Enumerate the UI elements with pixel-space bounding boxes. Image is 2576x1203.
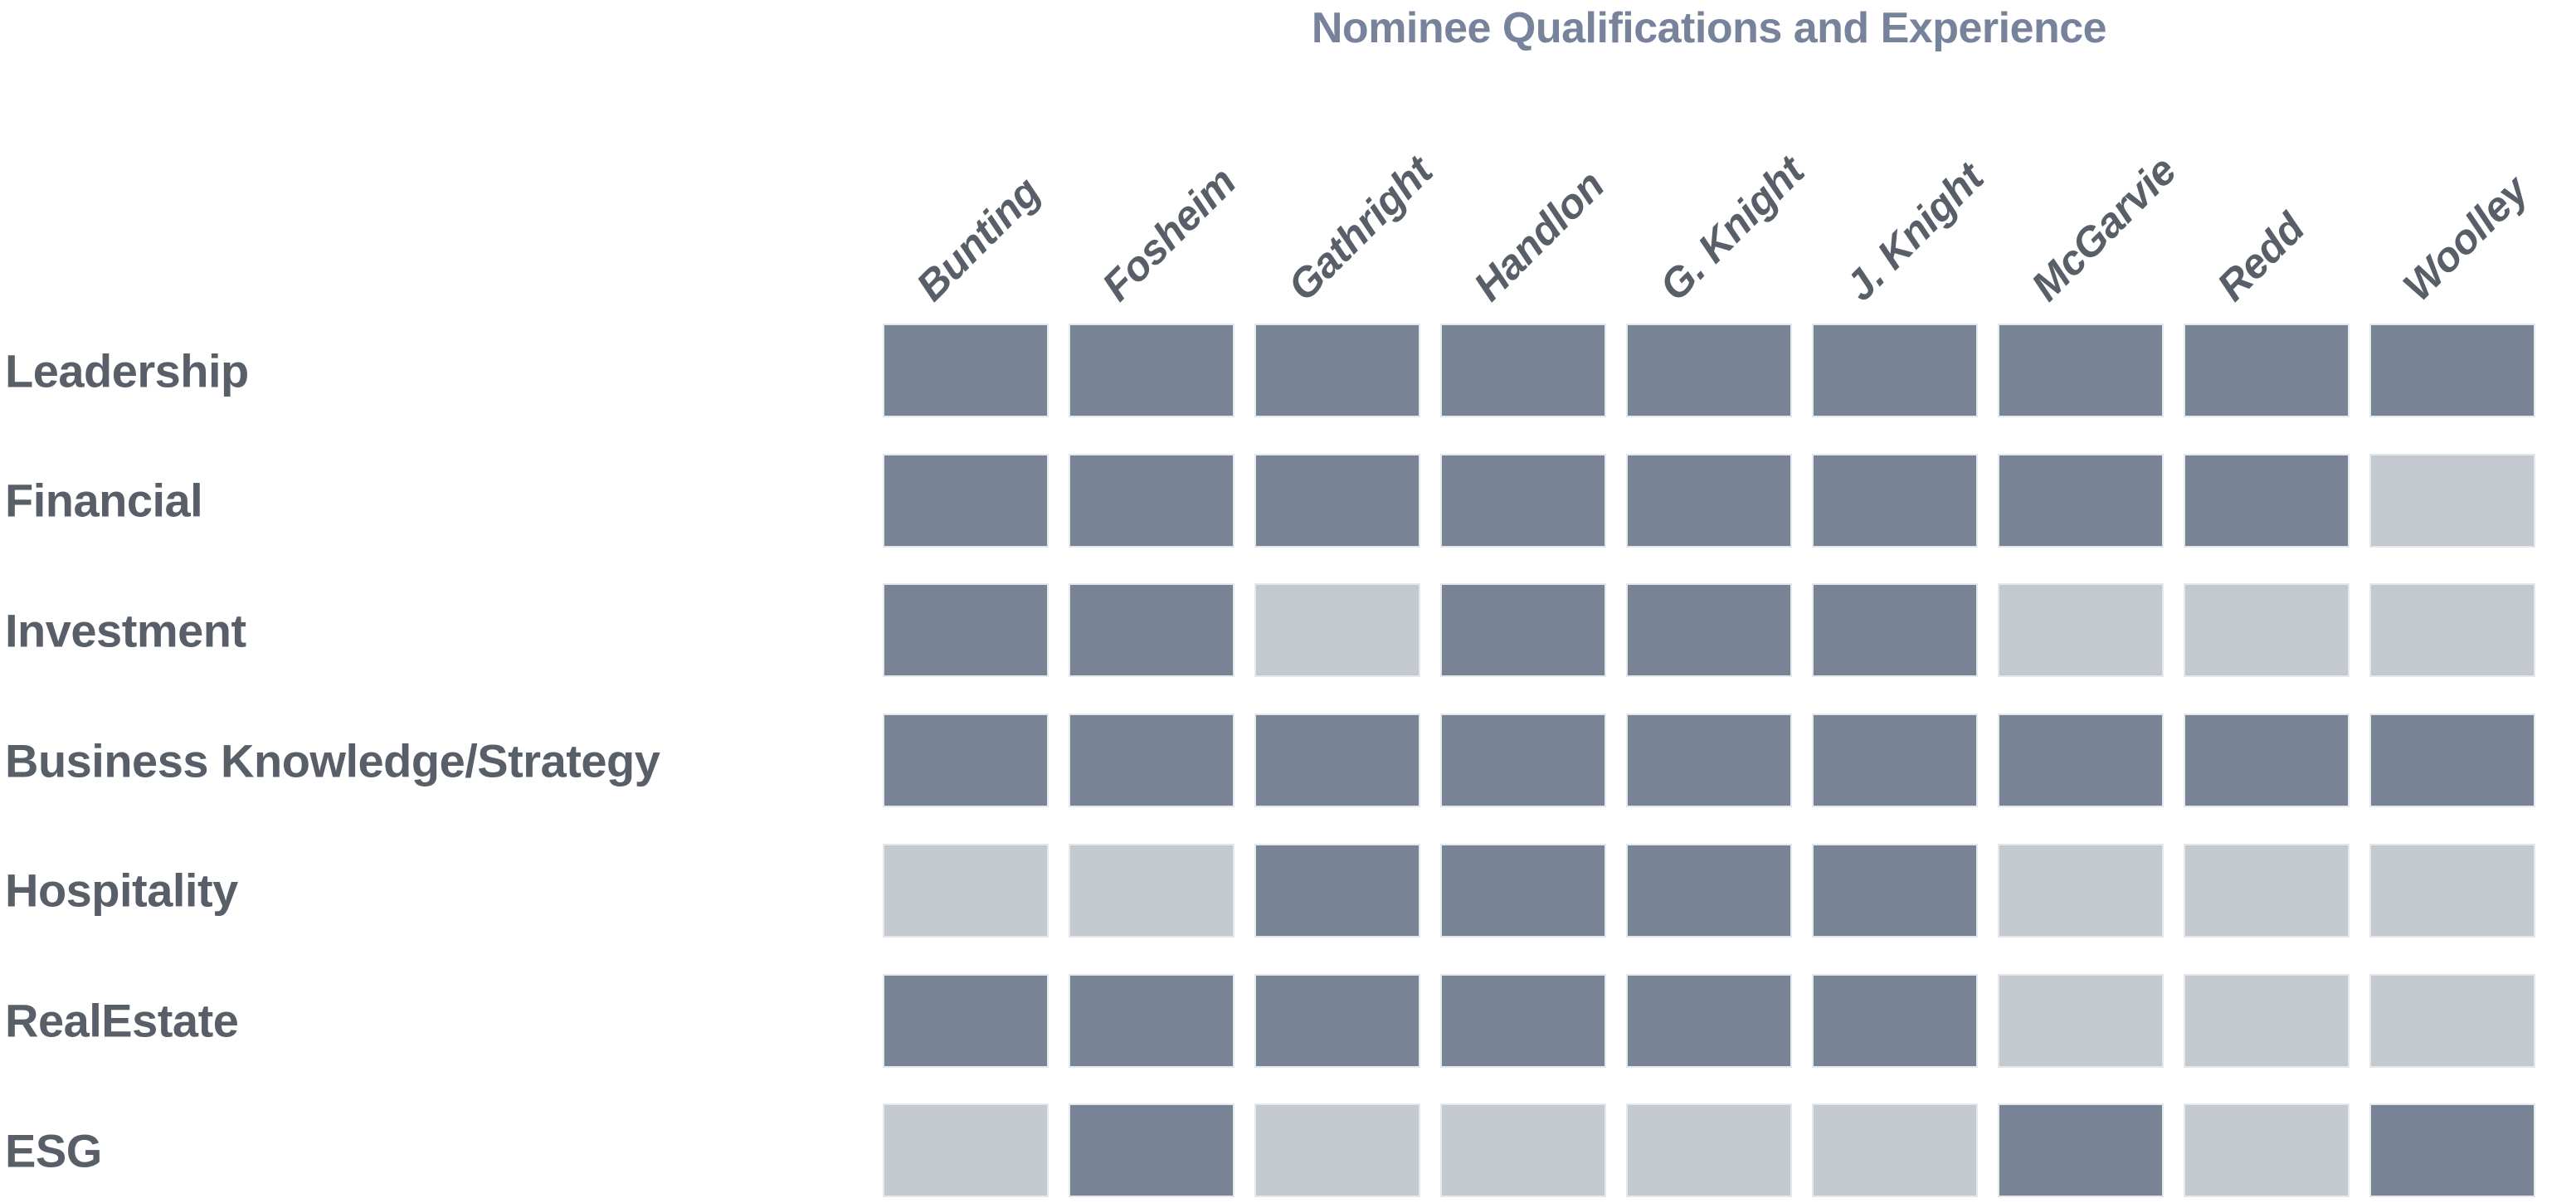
row-label-hospitality: Hospitality	[5, 864, 238, 917]
matrix-cell-financial-mcgarvie	[1998, 454, 2164, 548]
matrix-cell-financial-woolley	[2369, 454, 2535, 548]
matrix-cell-business-knowledge-strategy-gathright	[1254, 714, 1420, 807]
column-header-redd: Redd	[2208, 204, 2314, 310]
matrix-cell-leadership-bunting	[883, 324, 1049, 417]
matrix-cell-esg-bunting	[883, 1103, 1049, 1197]
matrix-cell-business-knowledge-strategy-mcgarvie	[1998, 714, 2164, 807]
matrix-cell-esg-fosheim	[1069, 1103, 1234, 1197]
matrix-cell-financial-j-knight	[1812, 454, 1978, 548]
matrix-cell-financial-g-knight	[1626, 454, 1792, 548]
column-header-j-knight: J. Knight	[1836, 153, 1993, 310]
matrix-cell-investment-handlon	[1440, 583, 1606, 677]
matrix-cell-financial-fosheim	[1069, 454, 1234, 548]
row-label-investment: Investment	[5, 604, 246, 657]
matrix-cell-hospitality-bunting	[883, 844, 1049, 938]
column-header-g-knight: G. Knight	[1650, 147, 1814, 310]
matrix-cell-business-knowledge-strategy-handlon	[1440, 714, 1606, 807]
matrix-cell-esg-gathright	[1254, 1103, 1420, 1197]
matrix-cell-hospitality-j-knight	[1812, 844, 1978, 938]
matrix-cell-esg-redd	[2184, 1103, 2350, 1197]
row-label-financial: Financial	[5, 474, 203, 527]
matrix-cell-financial-redd	[2184, 454, 2350, 548]
matrix-cell-business-knowledge-strategy-g-knight	[1626, 714, 1792, 807]
matrix-cell-hospitality-g-knight	[1626, 844, 1792, 938]
matrix-cell-investment-fosheim	[1069, 583, 1234, 677]
matrix-cell-esg-mcgarvie	[1998, 1103, 2164, 1197]
matrix-cell-realestate-redd	[2184, 974, 2350, 1068]
matrix-cell-hospitality-woolley	[2369, 844, 2535, 938]
matrix-cell-business-knowledge-strategy-redd	[2184, 714, 2350, 807]
matrix-cell-hospitality-handlon	[1440, 844, 1606, 938]
column-header-gathright: Gathright	[1278, 147, 1442, 310]
matrix-cell-leadership-j-knight	[1812, 324, 1978, 417]
matrix-cell-business-knowledge-strategy-j-knight	[1812, 714, 1978, 807]
matrix-cell-leadership-gathright	[1254, 324, 1420, 417]
matrix-cell-realestate-bunting	[883, 974, 1049, 1068]
column-header-woolley: Woolley	[2393, 167, 2537, 310]
matrix-cell-esg-j-knight	[1812, 1103, 1978, 1197]
matrix-cell-hospitality-mcgarvie	[1998, 844, 2164, 938]
matrix-cell-hospitality-redd	[2184, 844, 2350, 938]
matrix-cell-leadership-fosheim	[1069, 324, 1234, 417]
matrix-cell-realestate-woolley	[2369, 974, 2535, 1068]
matrix-cell-investment-bunting	[883, 583, 1049, 677]
column-header-mcgarvie: McGarvie	[2022, 147, 2185, 310]
matrix-cell-realestate-g-knight	[1626, 974, 1792, 1068]
row-label-leadership: Leadership	[5, 344, 249, 397]
column-header-fosheim: Fosheim	[1093, 158, 1245, 310]
matrix-cell-leadership-redd	[2184, 324, 2350, 417]
row-label-esg: ESG	[5, 1124, 102, 1177]
matrix-cell-investment-redd	[2184, 583, 2350, 677]
column-header-bunting: Bunting	[907, 168, 1049, 310]
matrix-cell-realestate-mcgarvie	[1998, 974, 2164, 1068]
row-label-realestate: RealEstate	[5, 994, 239, 1047]
matrix-cell-financial-bunting	[883, 454, 1049, 548]
column-header-handlon: Handlon	[1464, 161, 1614, 310]
row-label-business-knowledge-strategy: Business Knowledge/Strategy	[5, 734, 660, 787]
matrix-cell-hospitality-gathright	[1254, 844, 1420, 938]
matrix-cell-financial-gathright	[1254, 454, 1420, 548]
matrix-cell-investment-mcgarvie	[1998, 583, 2164, 677]
matrix-cell-realestate-fosheim	[1069, 974, 1234, 1068]
matrix-cell-esg-g-knight	[1626, 1103, 1792, 1197]
matrix-cell-financial-handlon	[1440, 454, 1606, 548]
matrix-cell-investment-gathright	[1254, 583, 1420, 677]
matrix-cell-business-knowledge-strategy-bunting	[883, 714, 1049, 807]
matrix-cell-esg-handlon	[1440, 1103, 1606, 1197]
chart-title: Nominee Qualifications and Experience	[1311, 4, 2107, 52]
matrix-cell-leadership-g-knight	[1626, 324, 1792, 417]
matrix-cell-leadership-handlon	[1440, 324, 1606, 417]
matrix-cell-esg-woolley	[2369, 1103, 2535, 1197]
matrix-cell-realestate-j-knight	[1812, 974, 1978, 1068]
matrix-cell-leadership-mcgarvie	[1998, 324, 2164, 417]
matrix-cell-investment-g-knight	[1626, 583, 1792, 677]
matrix-cell-business-knowledge-strategy-woolley	[2369, 714, 2535, 807]
matrix-cell-hospitality-fosheim	[1069, 844, 1234, 938]
matrix-cell-business-knowledge-strategy-fosheim	[1069, 714, 1234, 807]
matrix-cell-investment-j-knight	[1812, 583, 1978, 677]
matrix-cell-realestate-gathright	[1254, 974, 1420, 1068]
matrix-cell-leadership-woolley	[2369, 324, 2535, 417]
matrix-cell-investment-woolley	[2369, 583, 2535, 677]
matrix-cell-realestate-handlon	[1440, 974, 1606, 1068]
